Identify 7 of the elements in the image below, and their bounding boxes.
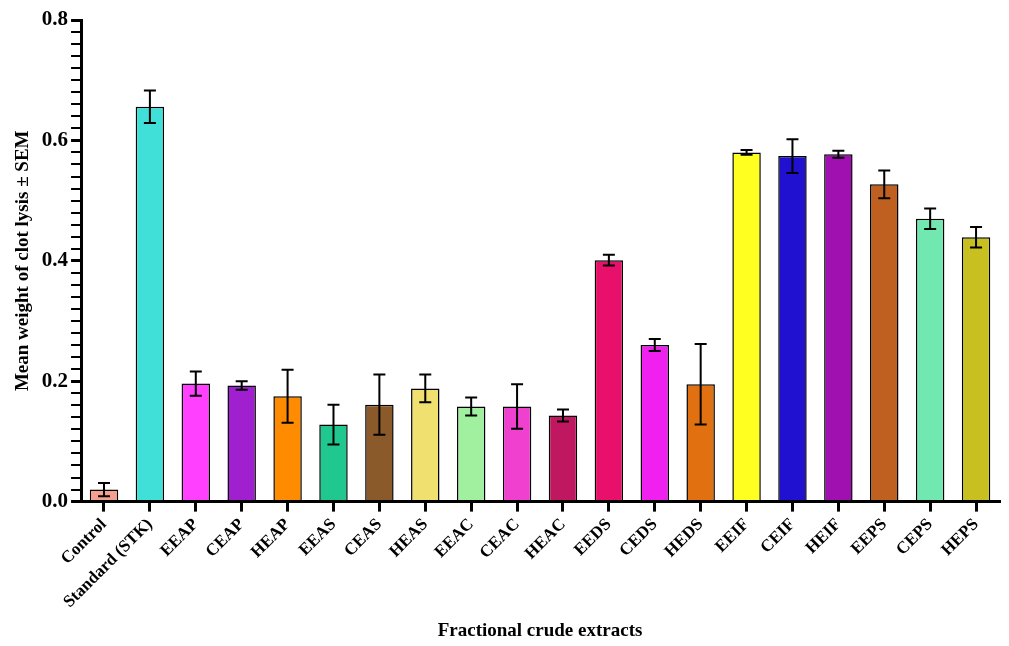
- y-tick-label: 0.2: [41, 367, 69, 392]
- y-tick-label: 0.0: [41, 488, 69, 513]
- y-tick-label: 0.8: [41, 6, 69, 31]
- y-axis-title: Mean weight of clot lysis ± SEM: [11, 130, 33, 392]
- y-tick-label: 0.6: [41, 126, 69, 151]
- y-tick-label: 0.4: [41, 247, 69, 272]
- x-axis-title: Fractional crude extracts: [437, 618, 643, 640]
